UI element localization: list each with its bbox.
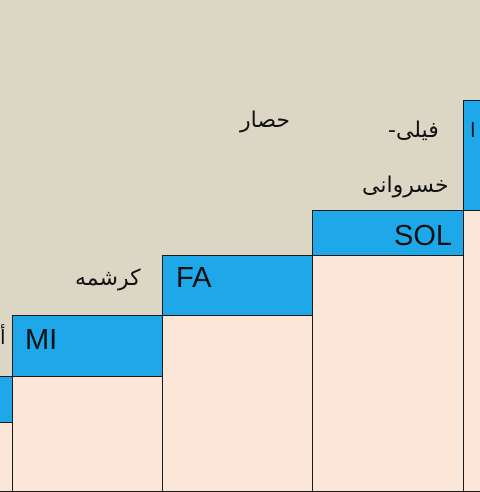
step-4-body — [463, 210, 480, 492]
annotation-mi-side: أ — [0, 325, 6, 349]
step-mi-band — [12, 315, 164, 378]
annotation-right-edge: ا — [470, 118, 476, 142]
step-label-sol: SOL — [394, 220, 453, 252]
annotation-khosravani: خسروانى — [362, 173, 449, 198]
step-label-fa: FA — [176, 262, 212, 294]
step-fa-body — [162, 315, 314, 492]
annotation-hesar: حصار — [240, 108, 291, 133]
step-mi-body — [12, 376, 164, 492]
annotation-fili: فيلى- — [388, 118, 439, 143]
step-label-mi: MI — [25, 324, 58, 356]
step-4-band — [463, 100, 480, 212]
annotation-fa-side: كرشمه — [75, 266, 141, 291]
step-sol-body — [312, 255, 465, 492]
